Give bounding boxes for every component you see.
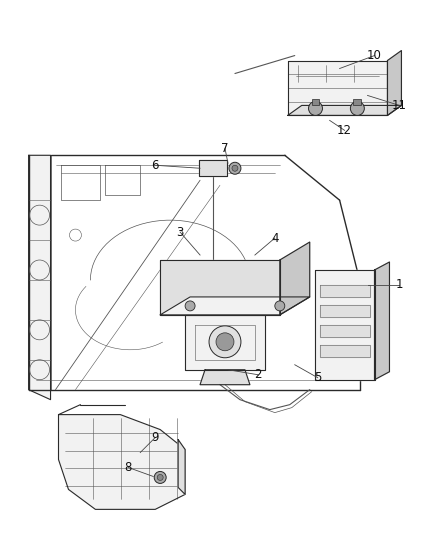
Polygon shape: [280, 242, 310, 315]
Circle shape: [229, 162, 241, 174]
Text: 2: 2: [254, 368, 261, 381]
Text: 9: 9: [152, 431, 159, 444]
Circle shape: [350, 101, 364, 116]
Polygon shape: [185, 315, 265, 370]
Polygon shape: [59, 415, 185, 510]
Polygon shape: [320, 345, 370, 357]
Text: 6: 6: [152, 159, 159, 172]
Circle shape: [157, 474, 163, 480]
Circle shape: [209, 326, 241, 358]
Circle shape: [185, 301, 195, 311]
Text: 7: 7: [221, 142, 229, 155]
Polygon shape: [160, 260, 280, 315]
Polygon shape: [199, 160, 227, 176]
Text: 11: 11: [392, 99, 407, 112]
Circle shape: [232, 165, 238, 171]
Polygon shape: [160, 297, 310, 315]
Polygon shape: [314, 270, 374, 379]
Text: 10: 10: [367, 49, 382, 62]
Bar: [353, 100, 361, 106]
Text: 3: 3: [177, 225, 184, 239]
Polygon shape: [320, 285, 370, 297]
Polygon shape: [374, 262, 389, 379]
Polygon shape: [320, 305, 370, 317]
Polygon shape: [320, 325, 370, 337]
Circle shape: [216, 333, 234, 351]
Text: 8: 8: [124, 461, 132, 474]
Polygon shape: [388, 51, 401, 116]
Bar: [311, 100, 319, 106]
Circle shape: [308, 101, 322, 116]
Text: 1: 1: [396, 278, 403, 292]
Text: 5: 5: [314, 371, 321, 384]
Polygon shape: [178, 440, 185, 495]
Polygon shape: [28, 155, 50, 400]
Polygon shape: [200, 370, 250, 385]
Polygon shape: [288, 106, 401, 116]
Circle shape: [275, 301, 285, 311]
Circle shape: [154, 472, 166, 483]
Text: 4: 4: [271, 231, 279, 245]
Text: 12: 12: [337, 124, 352, 137]
Polygon shape: [288, 61, 388, 116]
